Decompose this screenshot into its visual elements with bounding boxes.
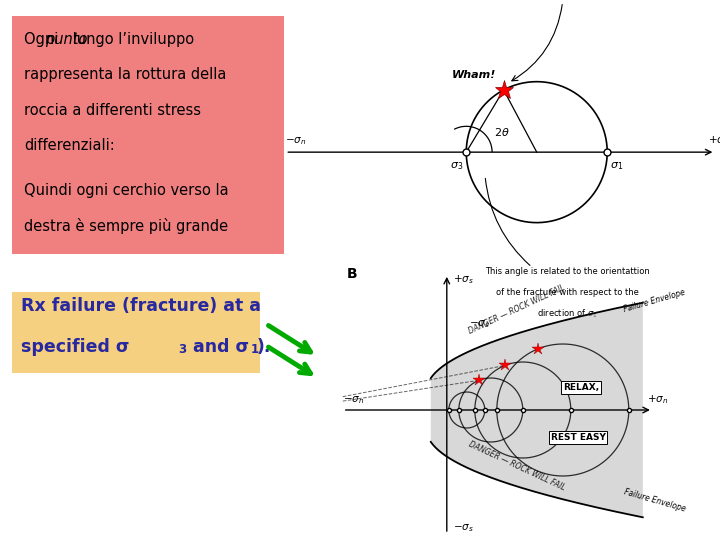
Text: Quindi ogni cerchio verso la: Quindi ogni cerchio verso la: [24, 183, 229, 198]
Text: $-\sigma_s$: $-\sigma_s$: [453, 522, 474, 534]
Text: and σ: and σ: [187, 338, 250, 355]
Polygon shape: [431, 303, 643, 517]
Text: $+\sigma_n$: $+\sigma_n$: [708, 134, 720, 146]
Text: direction of $\sigma_1$: direction of $\sigma_1$: [537, 308, 598, 320]
Text: Failure Envelope: Failure Envelope: [623, 488, 687, 514]
Text: destra è sempre più grande: destra è sempre più grande: [24, 218, 228, 234]
Text: $2\theta$: $2\theta$: [495, 126, 510, 138]
Text: 1: 1: [251, 343, 259, 356]
Text: $+\sigma_s$: $+\sigma_s$: [453, 273, 474, 286]
Text: rappresenta la rottura della: rappresenta la rottura della: [24, 68, 227, 83]
Text: Rx failure (fracture) at a: Rx failure (fracture) at a: [21, 297, 261, 315]
Text: Wham!: Wham!: [452, 70, 496, 80]
Text: ).: ).: [257, 338, 271, 355]
Text: Ogni: Ogni: [24, 32, 63, 48]
Text: $+\sigma_n$: $+\sigma_n$: [647, 393, 668, 406]
Text: of the fracture with respect to the: of the fracture with respect to the: [496, 288, 639, 298]
Text: B: B: [347, 267, 357, 281]
Text: RELAX,: RELAX,: [563, 383, 599, 392]
Text: REST EASY: REST EASY: [551, 433, 606, 442]
Text: $-\sigma_n$: $-\sigma_n$: [343, 394, 364, 406]
Text: This angle is related to the orientattion: This angle is related to the orientattio…: [485, 267, 649, 276]
Text: $-\sigma_s$: $-\sigma_s$: [469, 318, 490, 330]
FancyBboxPatch shape: [12, 292, 260, 373]
Text: punto: punto: [45, 32, 87, 48]
Text: Failure Envelope: Failure Envelope: [623, 288, 687, 314]
FancyBboxPatch shape: [12, 16, 284, 254]
Text: lungo l’inviluppo: lungo l’inviluppo: [68, 32, 194, 48]
Text: specified σ: specified σ: [21, 338, 130, 355]
Text: roccia a differenti stress: roccia a differenti stress: [24, 103, 201, 118]
Text: DANGER — ROCK WILL FAIL: DANGER — ROCK WILL FAIL: [467, 284, 566, 336]
Text: $-\sigma_n$: $-\sigma_n$: [285, 135, 307, 146]
Text: $\sigma_3$: $\sigma_3$: [450, 160, 464, 172]
Text: 3: 3: [179, 343, 186, 356]
Text: differenziali:: differenziali:: [24, 138, 115, 153]
Text: $\sigma_1$: $\sigma_1$: [610, 160, 624, 172]
Text: DANGER — ROCK WILL FAIL: DANGER — ROCK WILL FAIL: [467, 439, 566, 492]
